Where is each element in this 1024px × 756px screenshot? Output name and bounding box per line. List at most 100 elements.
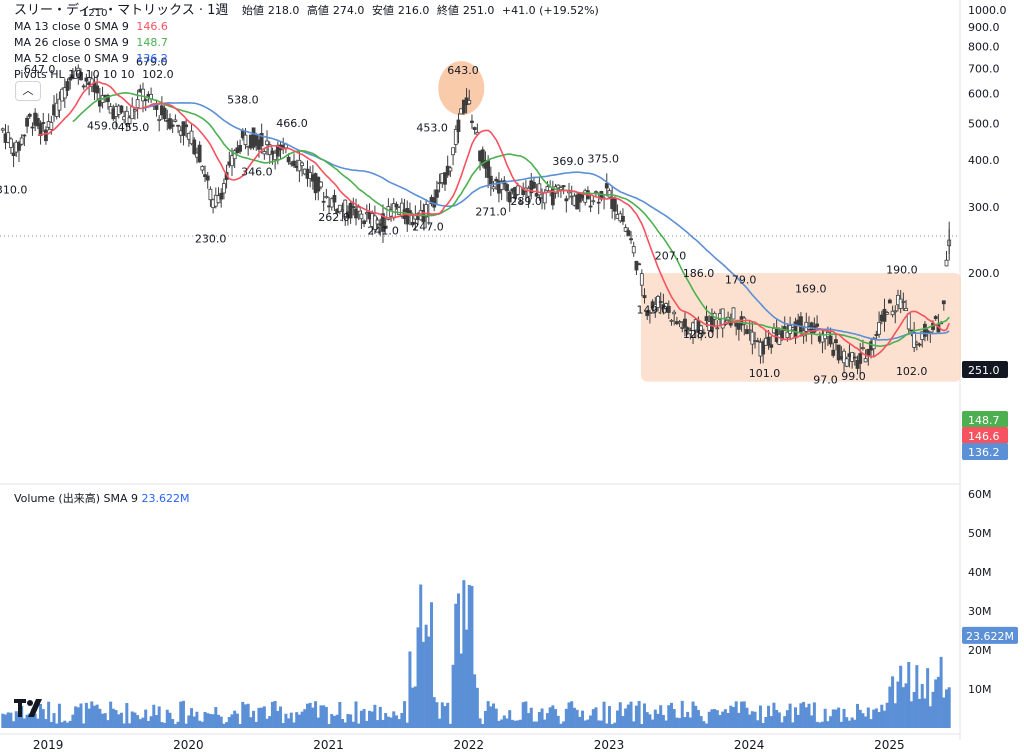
volume-bar: [880, 704, 884, 728]
volume-bar: [44, 719, 48, 728]
volume-bar: [548, 707, 552, 728]
volume-bar: [63, 720, 67, 728]
volume-bar: [141, 717, 145, 728]
volume-bar: [82, 723, 86, 728]
volume-bar: [33, 713, 37, 728]
volume-bar: [616, 710, 620, 728]
candle-body: [383, 225, 388, 229]
volume-bar: [877, 712, 881, 728]
indicator-pivots[interactable]: Pivots HL 10 10 10 10 102.0: [14, 67, 607, 83]
indicator-ma26[interactable]: MA 26 close 0 SMA 9 148.7: [14, 35, 607, 51]
volume-bar: [575, 709, 579, 728]
low-label: 安値: [371, 4, 394, 17]
candle-body: [769, 344, 774, 348]
candle-body: [127, 117, 132, 125]
volume-bar: [729, 705, 733, 728]
open-value: 218.0: [267, 4, 300, 17]
collapse-legend-button[interactable]: ︿: [15, 81, 41, 101]
symbol-title[interactable]: スリー・ディー・マトリックス · 1週: [14, 3, 229, 18]
price-tag: [962, 361, 1008, 378]
candle-body: [901, 301, 906, 303]
ma26-line[interactable]: [72, 92, 950, 348]
volume-bar: [154, 715, 158, 728]
volume-bar: [136, 715, 140, 728]
pivot-label: 247.0: [412, 221, 444, 234]
volume-bar: [500, 719, 504, 728]
volume-bar: [122, 723, 126, 728]
pivot-label: 99.0: [841, 370, 866, 383]
ohlc-readout: 始値 218.0 高値 274.0 安値 216.0 終値 251.0 +41.0 (+…: [242, 4, 603, 17]
candle-body: [62, 87, 67, 99]
indicator-ma13[interactable]: MA 13 close 0 SMA 9 146.6: [14, 19, 607, 35]
candle-body: [181, 121, 186, 136]
volume-legend[interactable]: Volume (出来高) SMA 9 23.622M: [14, 490, 189, 506]
pivot-label: 1210: [82, 8, 107, 19]
candle-body: [677, 321, 682, 324]
volume-bar: [904, 683, 908, 728]
candle-body: [208, 188, 213, 201]
volume-bar: [87, 708, 91, 728]
candle-body: [17, 142, 21, 151]
candle-body: [604, 183, 609, 189]
candle-body: [480, 149, 485, 166]
volume-bar: [9, 712, 13, 728]
volume-bar: [931, 691, 935, 728]
volume-bar: [4, 714, 8, 728]
volume-bar: [934, 679, 938, 728]
pivot-label: 455.0: [118, 121, 150, 134]
candle-body: [780, 330, 784, 340]
volume-bar: [217, 714, 221, 728]
volume-bar: [559, 723, 563, 728]
volume-bar: [718, 715, 722, 728]
tradingview-logo-icon[interactable]: [14, 695, 44, 721]
ma52-line[interactable]: [142, 102, 950, 341]
volume-bar: [672, 709, 676, 728]
volume-tick-label: 10M: [968, 683, 992, 696]
candle-body: [157, 118, 162, 121]
volume-bar: [55, 723, 59, 728]
volume-bar: [783, 716, 787, 728]
volume-bar: [133, 712, 137, 728]
volume-bar: [772, 702, 776, 728]
candle-body: [133, 109, 137, 112]
volume-tick-label: 40M: [968, 566, 992, 579]
time-tick-label: 2020: [173, 738, 204, 752]
candle-body: [861, 347, 865, 350]
indicator-ma52[interactable]: MA 52 close 0 SMA 9 136.2: [14, 51, 607, 67]
volume-bar: [769, 716, 773, 728]
pivot-label: 97.0: [813, 373, 838, 386]
pivot-label: 466.0: [276, 117, 308, 130]
volume-tick-label: 20M: [968, 644, 992, 657]
volume-bar: [634, 705, 638, 728]
volume-bar: [761, 722, 765, 728]
candle-body: [461, 99, 466, 114]
volume-bar: [540, 708, 544, 728]
candle-body: [243, 134, 248, 146]
candle-body: [701, 332, 706, 334]
volume-bar: [144, 709, 148, 728]
ma13-line[interactable]: [37, 81, 950, 358]
volume-bar: [152, 704, 156, 728]
volume-bar: [381, 719, 385, 728]
candle-body: [715, 327, 720, 330]
volume-bar: [858, 709, 862, 728]
change-value: +41.0 (+19.52%): [501, 4, 599, 17]
candle-body: [486, 160, 491, 178]
volume-bar: [430, 602, 434, 728]
volume-bar: [160, 722, 164, 728]
volume-bar: [915, 665, 919, 728]
volume-bar: [613, 722, 617, 728]
volume-bar: [346, 714, 350, 728]
candle-body: [917, 343, 922, 346]
candle-body: [761, 341, 766, 355]
candle-body: [451, 147, 455, 156]
volume-bar: [740, 701, 744, 728]
volume-bar: [918, 698, 922, 728]
volume-bar: [392, 711, 396, 728]
candle-body: [596, 201, 601, 204]
volume-bar: [365, 720, 369, 728]
volume-bar: [926, 668, 930, 728]
candle-body: [736, 323, 741, 330]
candle-body: [518, 201, 523, 204]
volume-bar: [249, 717, 253, 728]
